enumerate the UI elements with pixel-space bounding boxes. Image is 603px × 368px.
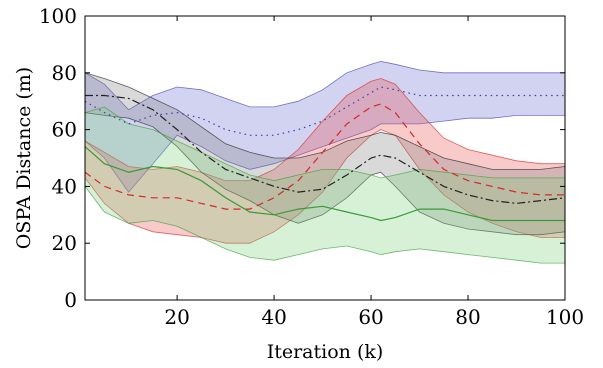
mean-line-2 <box>84 103 565 210</box>
plot-frame <box>84 15 566 301</box>
y-axis: 0 20 40 60 80 100 <box>39 4 565 312</box>
y-tick-label: 60 <box>52 118 77 142</box>
y-axis-title: OSPA Distance (m) <box>13 67 35 249</box>
x-axis: 20 40 60 80 100 <box>164 16 584 329</box>
mean-line-3 <box>85 94 566 205</box>
x-tick-label: 40 <box>261 305 286 329</box>
mean-line-4 <box>84 146 565 222</box>
x-tick-label: 100 <box>546 305 584 329</box>
y-tick-label: 0 <box>64 288 77 312</box>
y-tick-label: 80 <box>52 61 77 85</box>
mean-lines <box>84 86 566 222</box>
x-axis-title: Iteration (k) <box>267 341 384 363</box>
x-tick-label: 20 <box>164 305 189 329</box>
mean-line-1 <box>84 86 565 136</box>
y-tick-label: 40 <box>52 174 77 198</box>
x-tick-label: 80 <box>455 305 480 329</box>
y-tick-label: 20 <box>52 231 77 255</box>
y-tick-label: 100 <box>39 4 77 28</box>
x-tick-label: 60 <box>358 305 383 329</box>
confidence-bands <box>84 60 566 264</box>
